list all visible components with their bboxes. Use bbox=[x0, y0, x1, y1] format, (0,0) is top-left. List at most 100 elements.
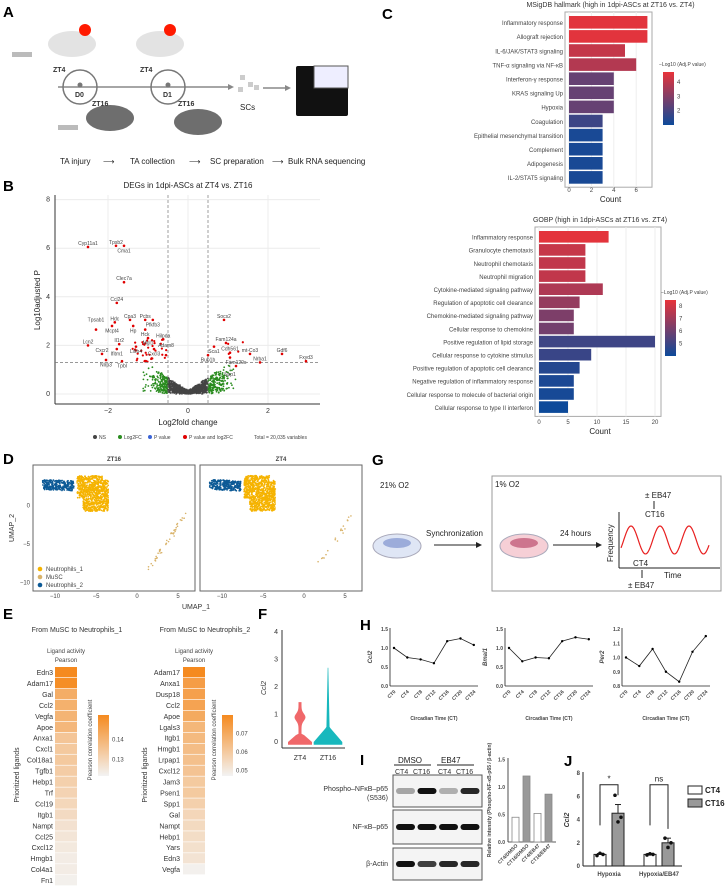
bar bbox=[539, 270, 586, 282]
bar bbox=[539, 244, 586, 256]
data-point bbox=[446, 639, 449, 643]
volcano-point bbox=[187, 392, 189, 394]
umap-point-neutrophils-1 bbox=[243, 488, 246, 491]
umap-point-neutrophils-2 bbox=[213, 482, 216, 485]
umap-point-neutrophils-1 bbox=[105, 500, 108, 503]
total-variables-label: Total = 20,035 variables bbox=[254, 435, 307, 441]
step-arrow: ⟶ bbox=[189, 157, 201, 166]
gene-point bbox=[104, 358, 108, 362]
gene-label: Cxcl3 bbox=[148, 352, 161, 358]
x-tick-label: −5 bbox=[93, 594, 101, 600]
y-tick-label: 0 bbox=[274, 739, 278, 746]
umap-point-neutrophils-2 bbox=[218, 488, 220, 491]
umap-point-musc bbox=[334, 538, 337, 541]
umap-point-musc bbox=[151, 564, 154, 567]
umap-point-neutrophils-1 bbox=[106, 488, 109, 491]
ligand-label: Hebp1 bbox=[32, 780, 53, 787]
umap-point-neutrophils-1 bbox=[262, 490, 265, 493]
umap-point-neutrophils-2 bbox=[223, 483, 226, 486]
volcano-point bbox=[160, 385, 162, 388]
volcano-point bbox=[153, 376, 156, 379]
umap-point-neutrophils-1 bbox=[256, 487, 259, 489]
umap-point-musc bbox=[340, 528, 342, 530]
volcano-point bbox=[147, 385, 150, 387]
volcano-point bbox=[160, 387, 162, 390]
umap-point-neutrophils-2 bbox=[70, 487, 73, 489]
volcano-x-label: Log2fold change bbox=[158, 418, 218, 427]
blot-band bbox=[396, 861, 415, 867]
heatmap-cell bbox=[55, 776, 77, 787]
volcano-point bbox=[204, 391, 207, 394]
umap-point-neutrophils-2 bbox=[58, 486, 61, 488]
umap-point-neutrophils-1 bbox=[262, 485, 265, 487]
volcano-point bbox=[152, 384, 155, 387]
volcano-point bbox=[211, 389, 214, 392]
panel-label-g: G bbox=[372, 452, 384, 469]
y-tick-label: −10 bbox=[20, 581, 31, 587]
volcano-point bbox=[214, 385, 216, 388]
step-ta-injury: TA injury bbox=[60, 157, 91, 166]
umap-point-neutrophils-2 bbox=[226, 488, 228, 491]
umap-point-neutrophils-1 bbox=[263, 508, 266, 511]
umap-point-neutrophils-1 bbox=[93, 477, 96, 479]
umap-point-neutrophils-1 bbox=[258, 508, 261, 511]
umap-point-neutrophils-1 bbox=[105, 498, 108, 500]
umap-point-neutrophils-1 bbox=[274, 501, 276, 503]
x-tick-label: CT24 bbox=[696, 689, 709, 702]
umap-point-neutrophils-1 bbox=[271, 501, 273, 503]
umap-point-neutrophils-1 bbox=[261, 497, 264, 500]
umap-point-neutrophils-1 bbox=[83, 478, 86, 481]
ligand-label: Ccl2 bbox=[166, 703, 180, 710]
y-tick-label: 8 bbox=[46, 197, 50, 204]
umap-point-neutrophils-1 bbox=[269, 484, 272, 486]
umap-point-neutrophils-1 bbox=[105, 482, 108, 484]
umap-point-neutrophils-1 bbox=[250, 503, 253, 506]
umap-point-neutrophils-1 bbox=[252, 475, 255, 478]
volcano-point bbox=[221, 379, 224, 382]
umap-point-neutrophils-1 bbox=[95, 474, 98, 477]
category-label: Cellular response to chemokine bbox=[449, 327, 534, 333]
x-tick-label: 5 bbox=[176, 594, 180, 600]
umap-point-neutrophils-1 bbox=[92, 486, 94, 488]
volcano-point bbox=[176, 388, 179, 391]
gene-point bbox=[114, 244, 118, 248]
volcano-point-significant bbox=[147, 346, 150, 349]
umap-point-neutrophils-1 bbox=[266, 492, 269, 494]
step-arrow: ⟶ bbox=[272, 157, 284, 166]
gene-label: Fam120c bbox=[226, 360, 247, 366]
volcano-point bbox=[165, 380, 167, 382]
colorbar bbox=[98, 715, 109, 776]
legend-label: CT4 bbox=[705, 786, 721, 795]
umap-point-neutrophils-1 bbox=[97, 478, 99, 481]
umap-point-neutrophils-1 bbox=[274, 496, 276, 499]
volcano-point bbox=[218, 382, 221, 384]
ligand-label: Hmgb1 bbox=[157, 747, 180, 754]
umap-point-neutrophils-1 bbox=[246, 494, 248, 497]
volcano-point bbox=[219, 372, 222, 375]
volcano-point bbox=[172, 384, 175, 386]
volcano-point bbox=[218, 377, 221, 380]
umap-point-neutrophils-1 bbox=[93, 491, 96, 494]
x-axis-label: Circadian Time (CT) bbox=[525, 716, 572, 722]
volcano-point bbox=[179, 388, 182, 390]
volcano-point bbox=[165, 390, 168, 393]
legend-swatch bbox=[118, 435, 122, 439]
volcano-point bbox=[218, 386, 221, 389]
gene-label: Socs2 bbox=[217, 314, 231, 320]
volcano-point bbox=[225, 375, 228, 378]
umap-point-neutrophils-2 bbox=[227, 484, 230, 486]
umap-point-neutrophils-2 bbox=[229, 487, 231, 490]
umap-point-neutrophils-1 bbox=[256, 482, 259, 485]
clock-center-icon bbox=[165, 82, 171, 88]
umap-point-neutrophils-1 bbox=[266, 487, 269, 490]
volcano-point bbox=[151, 386, 154, 389]
volcano-point bbox=[177, 389, 180, 392]
heatmap-cell bbox=[55, 820, 77, 831]
volcano-point-significant bbox=[148, 353, 151, 356]
x-tick-label: Hypoxia bbox=[597, 872, 621, 878]
umap-point-neutrophils-2 bbox=[63, 486, 66, 489]
umap-point-neutrophils-1 bbox=[86, 477, 89, 480]
category-label: Complement bbox=[529, 148, 563, 154]
volcano-point bbox=[217, 371, 220, 374]
umap-point-neutrophils-1 bbox=[88, 486, 90, 488]
